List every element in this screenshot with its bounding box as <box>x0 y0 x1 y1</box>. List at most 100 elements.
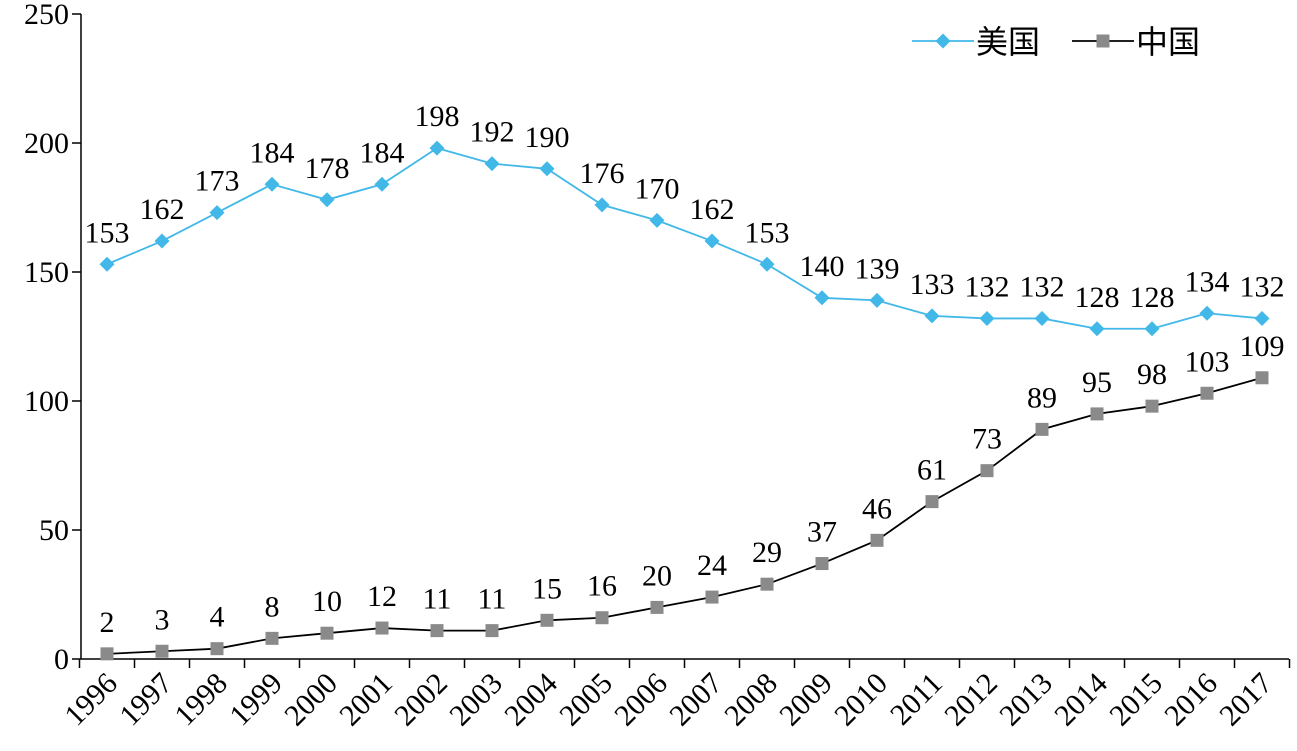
data-label: 153 <box>85 216 130 249</box>
data-label: 176 <box>580 157 625 190</box>
series-us <box>99 140 1270 337</box>
data-point <box>1200 386 1214 400</box>
data-point <box>209 205 225 221</box>
data-label: 184 <box>360 136 405 169</box>
legend-label: 中国 <box>1136 24 1200 60</box>
data-point <box>979 310 995 326</box>
data-label: 46 <box>862 492 892 525</box>
data-point <box>649 212 665 228</box>
data-label: 139 <box>855 252 900 285</box>
data-point <box>759 256 775 272</box>
data-point <box>1145 399 1159 413</box>
x-tick-label: 2016 <box>1158 667 1224 733</box>
data-label: 37 <box>807 516 837 549</box>
data-point <box>154 233 170 249</box>
x-tick-label: 2006 <box>608 667 674 733</box>
y-tick-label: 100 <box>24 385 69 418</box>
data-point <box>870 533 884 547</box>
data-label: 15 <box>532 572 562 605</box>
x-tick-label: 2005 <box>553 667 619 733</box>
data-point <box>1199 305 1215 321</box>
x-tick-label: 2008 <box>718 667 784 733</box>
data-label: 134 <box>1185 265 1230 298</box>
data-label: 128 <box>1075 281 1120 314</box>
data-point <box>595 611 609 625</box>
data-label: 20 <box>642 559 672 592</box>
legend: 美国 中国 <box>912 24 1200 60</box>
x-tick-label: 2007 <box>663 667 729 733</box>
data-label: 103 <box>1185 345 1230 378</box>
x-tick-label: 2004 <box>498 667 564 733</box>
data-point <box>429 140 445 156</box>
legend-label: 美国 <box>976 24 1040 60</box>
data-label: 128 <box>1130 281 1175 314</box>
data-label: 140 <box>800 250 845 283</box>
data-label: 132 <box>1240 270 1285 303</box>
data-label: 10 <box>312 585 342 618</box>
data-label: 192 <box>470 116 515 149</box>
x-tick-label: 2015 <box>1103 667 1169 733</box>
data-point <box>210 642 224 656</box>
y-tick-label: 250 <box>24 0 69 31</box>
data-point <box>100 647 114 661</box>
data-label: 8 <box>265 590 280 623</box>
series-line <box>106 376 1263 655</box>
data-label: 2 <box>100 606 115 639</box>
data-point <box>484 156 500 172</box>
legend-marker <box>935 33 951 49</box>
data-label: 61 <box>917 454 947 487</box>
x-tick-label: 1999 <box>223 667 289 733</box>
data-point <box>980 464 994 478</box>
data-point <box>815 557 829 571</box>
y-tick-label: 150 <box>24 256 69 289</box>
legend-item-china: 中国 <box>1072 24 1200 60</box>
x-tick-label: 2002 <box>388 667 454 733</box>
series-china <box>100 371 1269 661</box>
series-line <box>106 147 1263 330</box>
data-point <box>1035 422 1049 436</box>
data-label: 173 <box>195 165 240 198</box>
data-point <box>155 644 169 658</box>
data-point <box>319 192 335 208</box>
data-label: 11 <box>423 583 452 616</box>
x-tick-label: 2011 <box>884 667 949 732</box>
data-point <box>1255 371 1269 385</box>
x-tick-label: 2003 <box>443 667 509 733</box>
data-label: 4 <box>210 601 225 634</box>
data-point <box>540 613 554 627</box>
data-label: 89 <box>1027 381 1057 414</box>
data-label: 162 <box>140 193 185 226</box>
x-tick-label: 2009 <box>773 667 839 733</box>
data-point <box>1089 321 1105 337</box>
x-tick-label: 1996 <box>58 667 124 733</box>
data-point <box>594 197 610 213</box>
data-point <box>924 308 940 324</box>
x-tick-label: 2012 <box>938 667 1004 733</box>
data-point <box>265 631 279 645</box>
data-point <box>704 233 720 249</box>
x-tick-label: 2013 <box>993 667 1059 733</box>
data-label: 190 <box>525 121 570 154</box>
data-label: 170 <box>635 172 680 205</box>
data-label: 11 <box>478 583 507 616</box>
data-point <box>869 292 885 308</box>
data-label: 95 <box>1082 366 1112 399</box>
data-label: 12 <box>367 580 397 613</box>
x-tick-label: 2001 <box>333 667 399 733</box>
data-label: 73 <box>972 423 1002 456</box>
data-label: 109 <box>1240 330 1285 363</box>
data-label: 98 <box>1137 358 1167 391</box>
x-tick-label: 2000 <box>278 667 344 733</box>
data-label: 132 <box>965 270 1010 303</box>
data-point <box>264 176 280 192</box>
y-tick-label: 50 <box>39 514 69 547</box>
x-tick-label: 2017 <box>1213 667 1279 733</box>
y-tick-label: 200 <box>24 127 69 160</box>
x-tick-label: 1997 <box>113 667 179 733</box>
data-point <box>485 624 499 638</box>
legend-marker <box>1096 34 1110 48</box>
legend-item-us: 美国 <box>912 24 1040 60</box>
data-point <box>374 176 390 192</box>
